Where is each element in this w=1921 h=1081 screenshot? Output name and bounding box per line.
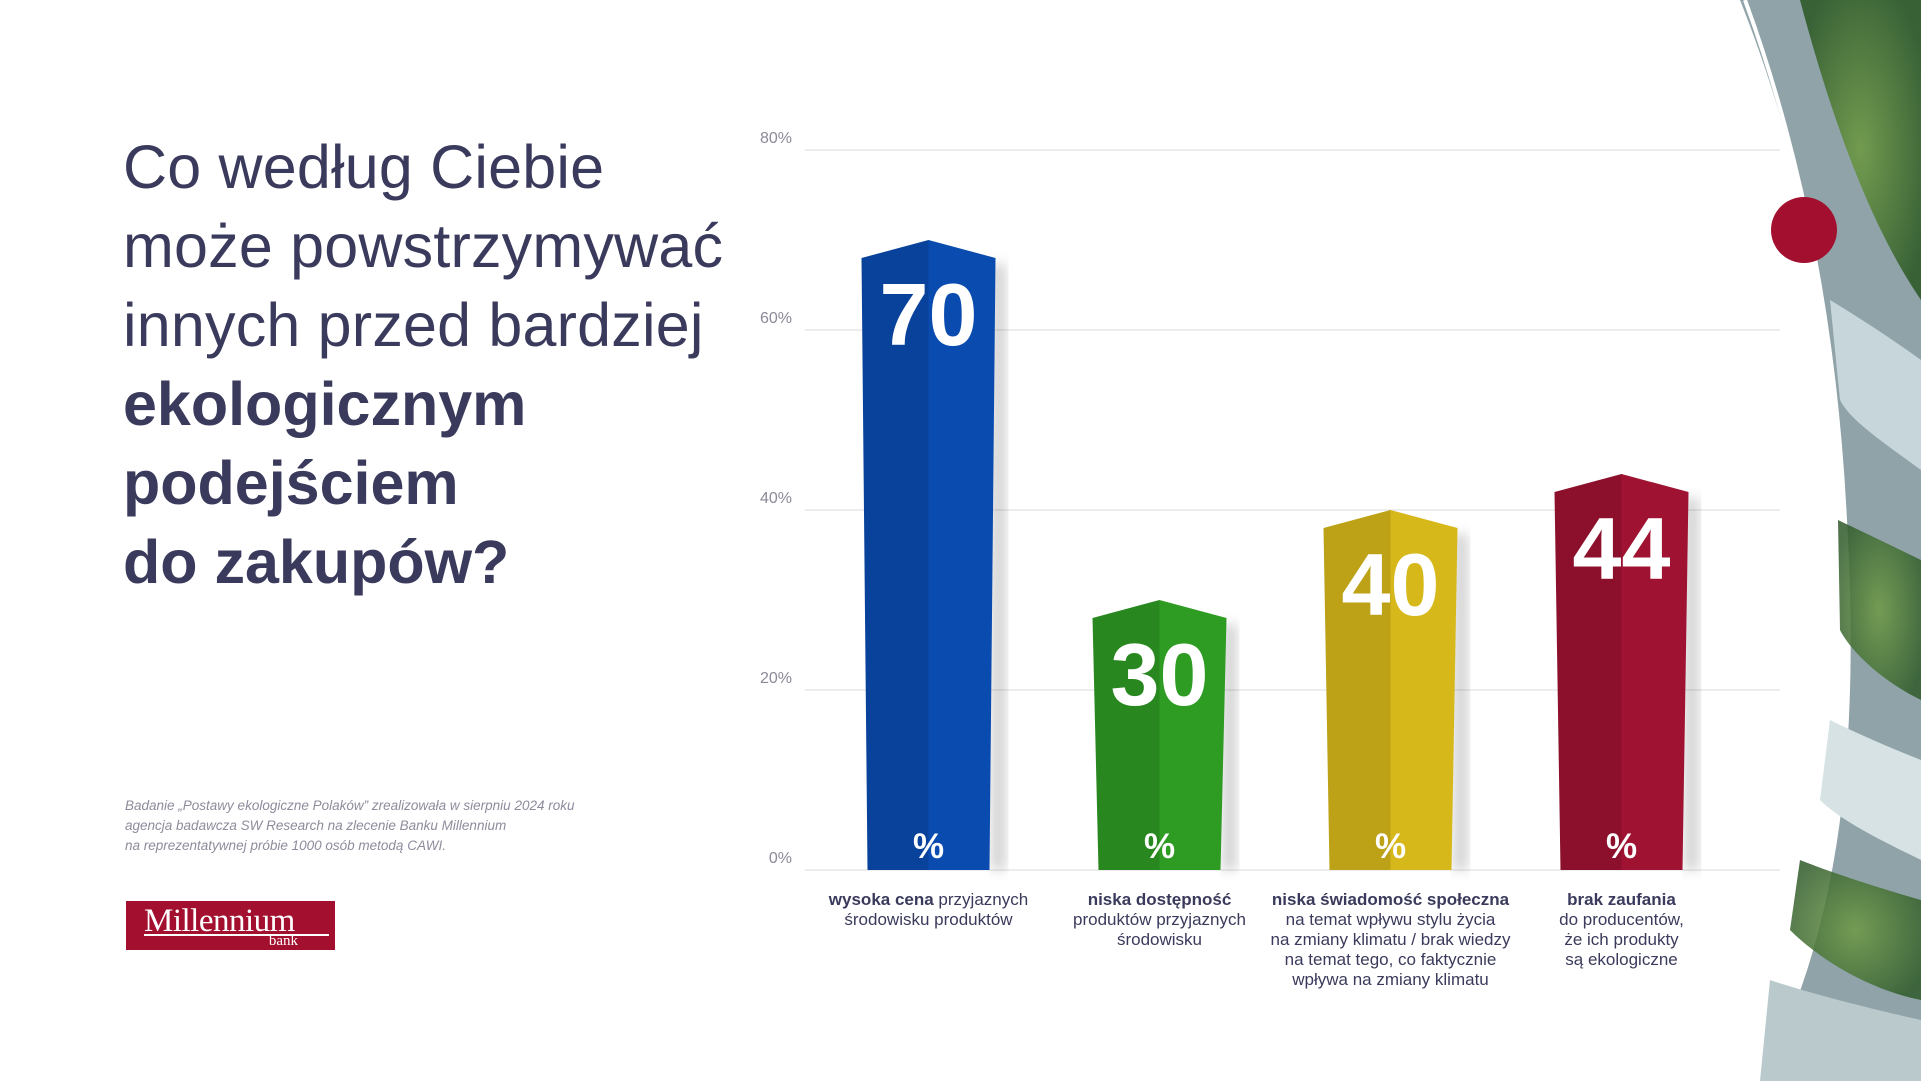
category-label: niska dostępność produktów przyjaznych śro…: [1030, 890, 1290, 950]
bar-percent-sign: %: [1375, 827, 1406, 866]
bar-value-label: 70: [880, 265, 978, 364]
headline-line-6: do zakupów?: [123, 528, 510, 596]
bar-percent-sign: %: [1144, 827, 1175, 866]
bar-group: 44%: [1554, 474, 1699, 870]
category-label-title: niska świadomość społeczna: [1271, 890, 1510, 909]
bar-shadow: [991, 264, 1006, 870]
category-label-line: wpływa na zmiany klimatu: [1292, 970, 1489, 989]
bar-shadow: [1684, 498, 1699, 870]
bar-group: 40%: [1323, 510, 1468, 870]
bar-value-label: 44: [1573, 499, 1671, 598]
bar-right-face: [928, 240, 996, 870]
category-label-line: środowisku: [1116, 930, 1203, 949]
y-tick-label: 40%: [760, 490, 792, 507]
category-label-line: środowisku produktów: [844, 910, 1013, 929]
bar-shadow: [1222, 624, 1237, 870]
bars-layer: 70%30%40%44%: [861, 240, 1699, 870]
bar-right-face: [1621, 474, 1689, 870]
headline-line-1: Co według Ciebie: [123, 133, 605, 201]
bar-value-label: 40: [1342, 535, 1440, 634]
category-label: niska świadomość społeczna na temat wpływ…: [1261, 890, 1521, 990]
bar-left-face: [861, 240, 929, 870]
bar-group: 70%: [861, 240, 1006, 870]
bar-left-face: [1092, 600, 1160, 870]
bar-shadow: [1453, 534, 1468, 870]
bar-percent-sign: %: [1606, 827, 1637, 866]
bar-value-label: 30: [1111, 625, 1209, 724]
headline-line-4: ekologicznym: [123, 370, 527, 438]
category-label-line: są ekologiczne: [1565, 950, 1678, 969]
category-label-line: produktów przyjaznych: [1073, 910, 1246, 929]
bar-group: 30%: [1092, 600, 1237, 870]
bar-right-face: [1390, 510, 1458, 870]
logo-sub: bank: [268, 933, 298, 949]
survey-note-line-3: na reprezentatywnej próbie 1000 osób met…: [125, 838, 446, 853]
millennium-logo: Millennium bank: [126, 901, 335, 950]
bar-left-face: [1554, 474, 1622, 870]
headline-line-5: podejściem: [123, 449, 459, 517]
bar-left-face: [1323, 510, 1391, 870]
headline: Co według Ciebie może powstrzymywać inny…: [123, 128, 743, 602]
survey-note-line-1: Badanie „Postawy ekologiczne Polaków” zr…: [125, 798, 575, 813]
category-label: brak zaufania do producentów, że ich produ…: [1492, 890, 1752, 970]
accent-dot: [1771, 197, 1837, 263]
category-label: wysoka cena przyjaznych środowisku produk…: [799, 890, 1059, 930]
category-label-title: wysoka cena przyjaznych: [828, 890, 1029, 909]
y-tick-label: 20%: [760, 670, 792, 687]
category-label-line: na temat tego, co faktycznie: [1284, 950, 1497, 969]
y-tick-label: 80%: [760, 130, 792, 147]
category-label-line: na temat wpływu stylu życia: [1285, 910, 1496, 929]
logo-name: Millennium: [144, 903, 295, 939]
category-label-line: że ich produkty: [1564, 930, 1679, 949]
survey-note-line-2: agencja badawcza SW Research na zlecenie…: [125, 818, 507, 833]
survey-note: Badanie „Postawy ekologiczne Polaków” zr…: [125, 796, 595, 856]
category-label-line: na zmiany klimatu / brak wiedzy: [1270, 930, 1511, 949]
y-tick-label: 60%: [760, 310, 792, 327]
building-photo: [1740, 0, 1921, 1081]
y-tick-label: 0%: [769, 850, 792, 867]
category-label-title: brak zaufania: [1567, 890, 1676, 909]
category-label-title: niska dostępność: [1087, 890, 1232, 909]
category-label-line: do producentów,: [1559, 910, 1684, 929]
headline-line-2: może powstrzymywać: [123, 212, 724, 280]
bar-right-face: [1159, 600, 1227, 870]
headline-line-3: innych przed bardziej: [123, 291, 704, 359]
logo-rule: [144, 934, 329, 936]
bar-percent-sign: %: [913, 827, 944, 866]
